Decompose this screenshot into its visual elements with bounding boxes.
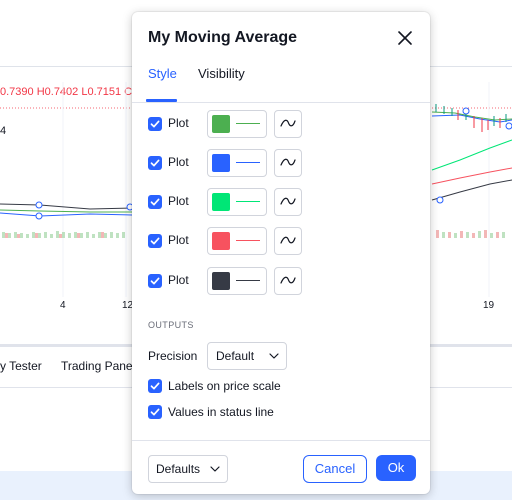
- checkmark-icon: [150, 277, 160, 285]
- ohlc-readout: 0.7390 H0.7402 L0.7151 C0: [0, 86, 139, 98]
- line-sample: [236, 280, 260, 281]
- x-axis-tick: 19: [483, 300, 495, 311]
- defaults-dropdown[interactable]: Defaults: [148, 455, 228, 483]
- chevron-down-icon: [210, 466, 220, 472]
- x-axis-tick: 12: [122, 300, 134, 311]
- line-style-icon: [280, 276, 296, 284]
- indicator-settings-dialog: My Moving Average Style Visibility Plot …: [132, 12, 430, 494]
- chart-fragment-label: 4: [0, 125, 7, 137]
- plot-label: Plot: [168, 233, 189, 247]
- plot-checkbox[interactable]: [148, 274, 162, 288]
- checkmark-icon: [150, 382, 160, 390]
- plot-row: Plot: [148, 227, 418, 255]
- line-sample: [236, 201, 260, 202]
- plot-color-picker[interactable]: [207, 110, 267, 138]
- line-style-icon: [280, 119, 296, 127]
- checkmark-icon: [150, 159, 160, 167]
- checkmark-icon: [150, 120, 160, 128]
- checkmark-icon: [150, 408, 160, 416]
- x-axis-tick: 4: [60, 300, 66, 311]
- color-swatch: [212, 154, 230, 172]
- line-sample: [236, 240, 260, 241]
- labels-on-price-scale-checkbox[interactable]: [148, 379, 162, 393]
- checkmark-icon: [150, 198, 160, 206]
- plot-style-button[interactable]: [274, 149, 302, 177]
- plot-row: Plot: [148, 188, 418, 216]
- color-swatch: [212, 272, 230, 290]
- plot-checkbox[interactable]: [148, 117, 162, 131]
- plot-label: Plot: [168, 273, 189, 287]
- plot-color-picker[interactable]: [207, 227, 267, 255]
- values-in-status-line-label: Values in status line: [168, 405, 274, 419]
- footer-divider: [132, 440, 430, 441]
- defaults-label: Defaults: [156, 462, 201, 476]
- line-style-icon: [280, 236, 296, 244]
- outputs-section-title: OUTPUTS: [148, 320, 194, 330]
- values-in-status-line-checkbox[interactable]: [148, 405, 162, 419]
- line-sample: [236, 162, 260, 163]
- dialog-title: My Moving Average: [148, 29, 298, 46]
- plot-color-picker[interactable]: [207, 149, 267, 177]
- plot-checkbox[interactable]: [148, 234, 162, 248]
- tab-visibility[interactable]: Visibility: [198, 66, 245, 81]
- precision-label: Precision: [148, 349, 198, 363]
- tab-trading-panel[interactable]: Trading Panel: [61, 359, 136, 373]
- plot-checkbox[interactable]: [148, 156, 162, 170]
- line-sample: [236, 123, 260, 124]
- plot-color-picker[interactable]: [207, 188, 267, 216]
- line-style-icon: [280, 197, 296, 205]
- dialog-tabs: Style Visibility: [132, 64, 430, 103]
- active-tab-indicator: [146, 99, 177, 102]
- plot-style-button[interactable]: [274, 188, 302, 216]
- color-swatch: [212, 115, 230, 133]
- precision-select[interactable]: Default: [207, 342, 287, 370]
- close-icon: [398, 31, 412, 45]
- plot-row: Plot: [148, 149, 418, 177]
- color-swatch: [212, 193, 230, 211]
- chevron-down-icon: [269, 353, 279, 359]
- labels-on-price-scale-row: Labels on price scale: [148, 376, 418, 396]
- plot-label: Plot: [168, 194, 189, 208]
- tab-style[interactable]: Style: [148, 66, 177, 81]
- color-swatch: [212, 232, 230, 250]
- labels-on-price-scale-label: Labels on price scale: [168, 379, 281, 393]
- plot-style-button[interactable]: [274, 110, 302, 138]
- close-button[interactable]: [394, 27, 416, 49]
- line-style-icon: [280, 158, 296, 166]
- plot-label: Plot: [168, 116, 189, 130]
- plot-row: Plot: [148, 267, 418, 295]
- checkmark-icon: [150, 237, 160, 245]
- ok-button[interactable]: Ok: [376, 455, 416, 481]
- plot-style-button[interactable]: [274, 267, 302, 295]
- plot-label: Plot: [168, 155, 189, 169]
- trend-line: [0, 203, 133, 210]
- precision-value: Default: [216, 349, 255, 363]
- plot-checkbox[interactable]: [148, 195, 162, 209]
- plot-color-picker[interactable]: [207, 267, 267, 295]
- cancel-button[interactable]: Cancel: [303, 455, 367, 483]
- tab-strategy-tester[interactable]: y Tester: [0, 359, 42, 373]
- plot-style-button[interactable]: [274, 227, 302, 255]
- plot-row: Plot: [148, 110, 418, 138]
- values-in-status-line-row: Values in status line: [148, 402, 418, 422]
